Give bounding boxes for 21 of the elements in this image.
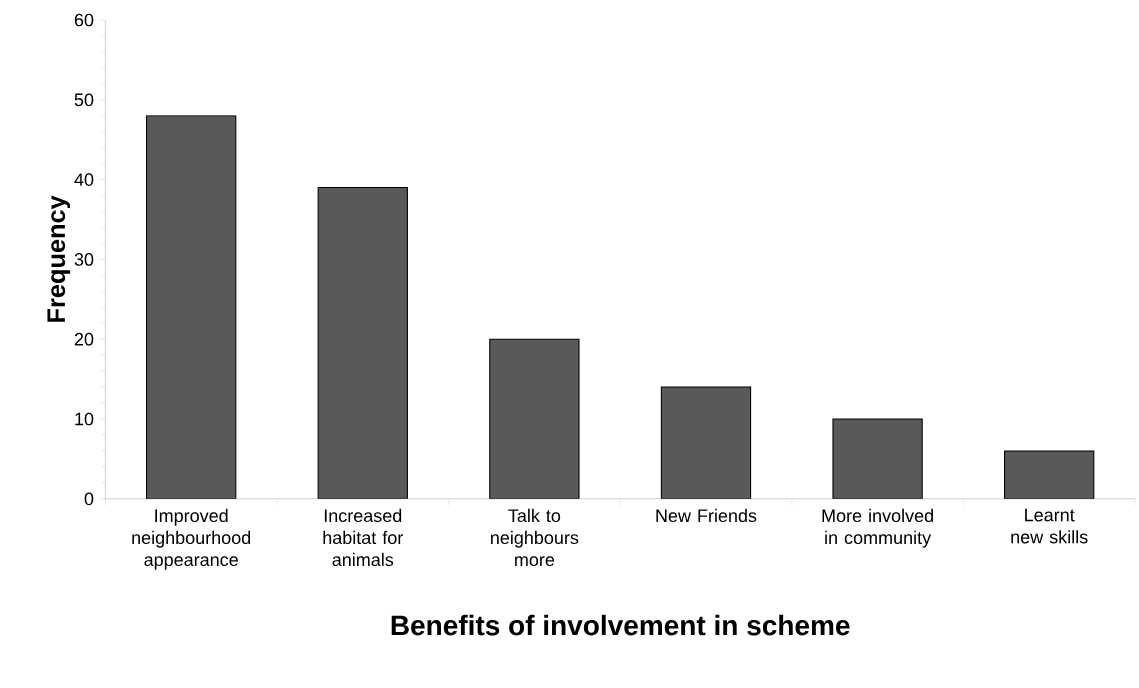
- x-tick-label: More involved in community: [822, 508, 933, 548]
- x-tick-label: Learnt new skills: [1011, 508, 1088, 544]
- bar: [1004, 450, 1095, 499]
- bar: [660, 386, 752, 499]
- x-tick-label: New Friends: [656, 508, 757, 522]
- y-tick-label: 60: [74, 13, 94, 27]
- bar: [317, 186, 408, 499]
- x-tick-label: Increased habitat for animals: [323, 508, 403, 566]
- y-tick-label: 30: [74, 252, 94, 266]
- y-tick-label: 10: [75, 412, 94, 426]
- y-tick-label: 0: [84, 492, 94, 506]
- x-axis-title: Benefits of involvement in scheme: [391, 614, 850, 636]
- y-tick-label: 50: [74, 93, 94, 107]
- bar: [146, 115, 237, 499]
- y-tick-label: 40: [74, 173, 94, 186]
- bar: [489, 338, 580, 499]
- x-tick-label: Improved neighbourhood appearance: [132, 508, 251, 570]
- y-axis-title: Frequency: [47, 195, 71, 322]
- y-tick-label: 20: [74, 332, 94, 346]
- bar: [832, 418, 923, 499]
- x-tick-label: Talk to neighbours more: [491, 508, 579, 566]
